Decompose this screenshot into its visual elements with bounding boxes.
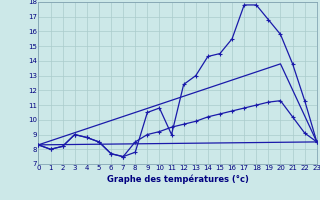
X-axis label: Graphe des températures (°c): Graphe des températures (°c) — [107, 174, 249, 184]
